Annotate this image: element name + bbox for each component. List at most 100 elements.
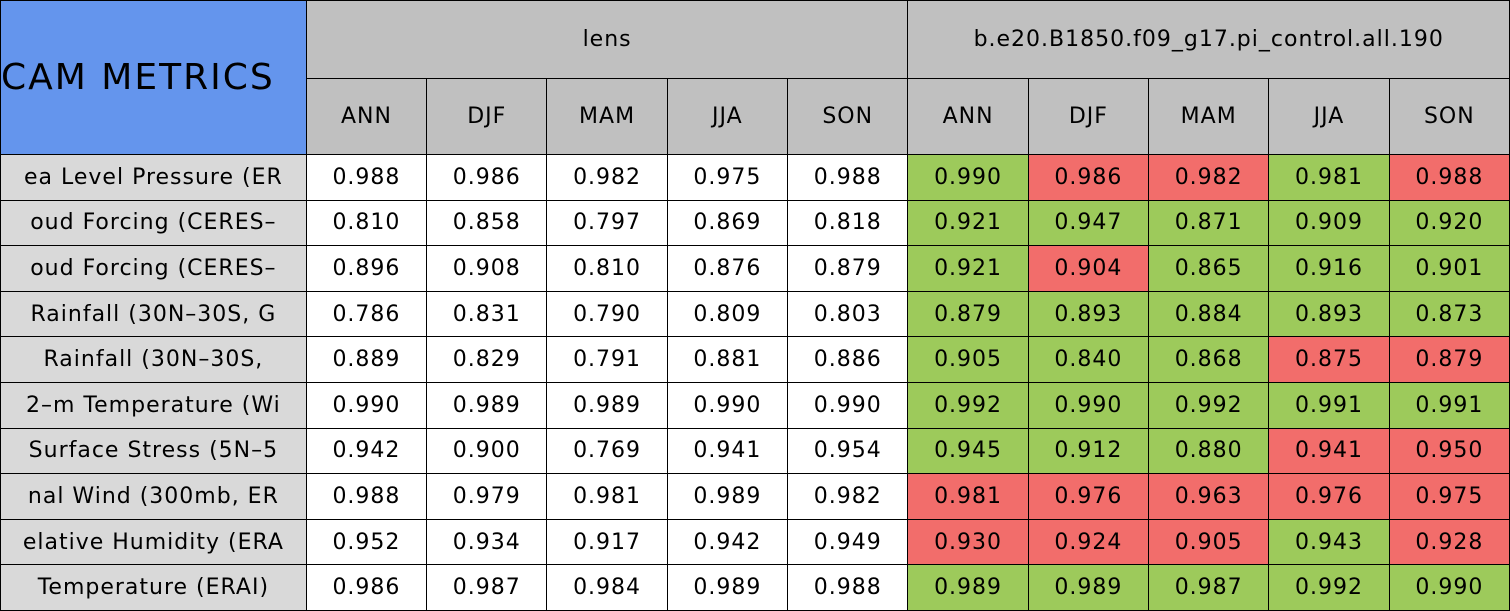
group-header: lens <box>305 0 909 79</box>
value-cell: 0.986 <box>1027 154 1150 201</box>
value-cell: 0.981 <box>1268 154 1390 201</box>
value-cell: 0.920 <box>1388 199 1510 247</box>
value-cell: 0.975 <box>666 154 789 201</box>
value-cell: 0.901 <box>1388 245 1510 292</box>
row-label: 2–m Temperature (Wi <box>0 381 307 429</box>
value-cell: 0.791 <box>546 336 668 383</box>
value-cell: 0.988 <box>787 564 909 611</box>
value-cell: 0.934 <box>426 518 548 566</box>
value-cell: 0.786 <box>305 290 428 338</box>
value-cell: 0.941 <box>666 427 789 475</box>
value-cell: 0.941 <box>1268 427 1390 475</box>
season-header: MAM <box>1148 78 1270 155</box>
value-cell: 0.904 <box>1027 245 1150 292</box>
value-cell: 0.909 <box>1268 199 1390 247</box>
value-cell: 0.990 <box>787 381 909 429</box>
value-cell: 0.900 <box>426 427 548 475</box>
row-label: oud Forcing (CERES– <box>0 245 307 292</box>
value-cell: 0.992 <box>1268 564 1390 611</box>
row-label: oud Forcing (CERES– <box>0 199 307 247</box>
row-label: Temperature (ERAI) <box>0 564 307 611</box>
value-cell: 0.979 <box>426 473 548 520</box>
value-cell: 0.865 <box>1148 245 1270 292</box>
value-cell: 0.992 <box>1148 381 1270 429</box>
value-cell: 0.976 <box>1027 473 1150 520</box>
value-cell: 0.989 <box>426 381 548 429</box>
value-cell: 0.797 <box>546 199 668 247</box>
value-cell: 0.809 <box>666 290 789 338</box>
data-row: 2–m Temperature (Wi 0.990 0.989 0.989 0.990 0… <box>0 381 1510 429</box>
value-cell: 0.942 <box>305 427 428 475</box>
value-cell: 0.790 <box>546 290 668 338</box>
table-title: CAM METRICS <box>0 0 307 155</box>
value-cell: 0.873 <box>1388 290 1510 338</box>
value-cell: 0.921 <box>907 199 1029 247</box>
row-label: nal Wind (300mb, ER <box>0 473 307 520</box>
value-cell: 0.930 <box>907 518 1029 566</box>
value-cell: 0.905 <box>1148 518 1270 566</box>
data-row: Temperature (ERAI) 0.986 0.987 0.984 0.989 0.… <box>0 564 1510 611</box>
value-cell: 0.990 <box>907 154 1029 201</box>
value-cell: 0.886 <box>787 336 909 383</box>
value-cell: 0.981 <box>546 473 668 520</box>
season-header: DJF <box>1027 78 1150 155</box>
value-cell: 0.990 <box>305 381 428 429</box>
value-cell: 0.884 <box>1148 290 1270 338</box>
value-cell: 0.880 <box>1148 427 1270 475</box>
data-row: Surface Stress (5N–5 0.942 0.900 0.769 0.941… <box>0 427 1510 475</box>
value-cell: 0.954 <box>787 427 909 475</box>
value-cell: 0.893 <box>1268 290 1390 338</box>
row-label: Surface Stress (5N–5 <box>0 427 307 475</box>
value-cell: 0.810 <box>546 245 668 292</box>
value-cell: 0.840 <box>1027 336 1150 383</box>
value-cell: 0.982 <box>787 473 909 520</box>
value-cell: 0.981 <box>907 473 1029 520</box>
value-cell: 0.963 <box>1148 473 1270 520</box>
data-row: Rainfall (30N–30S, G 0.786 0.831 0.790 0.809… <box>0 290 1510 338</box>
value-cell: 0.868 <box>1148 336 1270 383</box>
value-cell: 0.984 <box>546 564 668 611</box>
data-row: oud Forcing (CERES– 0.896 0.908 0.810 0.876 0… <box>0 245 1510 292</box>
value-cell: 0.976 <box>1268 473 1390 520</box>
value-cell: 0.879 <box>787 245 909 292</box>
value-cell: 0.879 <box>907 290 1029 338</box>
value-cell: 0.989 <box>907 564 1029 611</box>
row-label: Rainfall (30N–30S, <box>0 336 307 383</box>
value-cell: 0.881 <box>666 336 789 383</box>
value-cell: 0.869 <box>666 199 789 247</box>
value-cell: 0.928 <box>1388 518 1510 566</box>
data-row: oud Forcing (CERES– 0.810 0.858 0.797 0.869 0… <box>0 199 1510 247</box>
value-cell: 0.921 <box>907 245 1029 292</box>
value-cell: 0.990 <box>1388 564 1510 611</box>
value-cell: 0.987 <box>1148 564 1270 611</box>
value-cell: 0.991 <box>1388 381 1510 429</box>
value-cell: 0.989 <box>546 381 668 429</box>
value-cell: 0.982 <box>546 154 668 201</box>
value-cell: 0.818 <box>787 199 909 247</box>
data-row: nal Wind (300mb, ER 0.988 0.979 0.981 0.989 0… <box>0 473 1510 520</box>
data-row: elative Humidity (ERA 0.952 0.934 0.917 0.94… <box>0 518 1510 566</box>
value-cell: 0.943 <box>1268 518 1390 566</box>
season-header: SON <box>787 78 909 155</box>
value-cell: 0.917 <box>546 518 668 566</box>
value-cell: 0.871 <box>1148 199 1270 247</box>
value-cell: 0.942 <box>666 518 789 566</box>
season-header: DJF <box>426 78 548 155</box>
value-cell: 0.889 <box>305 336 428 383</box>
value-cell: 0.831 <box>426 290 548 338</box>
value-cell: 0.875 <box>1268 336 1390 383</box>
value-cell: 0.916 <box>1268 245 1390 292</box>
value-cell: 0.858 <box>426 199 548 247</box>
value-cell: 0.988 <box>305 473 428 520</box>
group-header-row: CAM METRICS lens b.e20.B1850.f09_g17.pi_co… <box>0 0 1510 155</box>
value-cell: 0.989 <box>1027 564 1150 611</box>
value-cell: 0.975 <box>1388 473 1510 520</box>
season-header: SON <box>1388 78 1510 155</box>
value-cell: 0.988 <box>787 154 909 201</box>
value-cell: 0.908 <box>426 245 548 292</box>
value-cell: 0.989 <box>666 564 789 611</box>
season-header: JJA <box>666 78 789 155</box>
